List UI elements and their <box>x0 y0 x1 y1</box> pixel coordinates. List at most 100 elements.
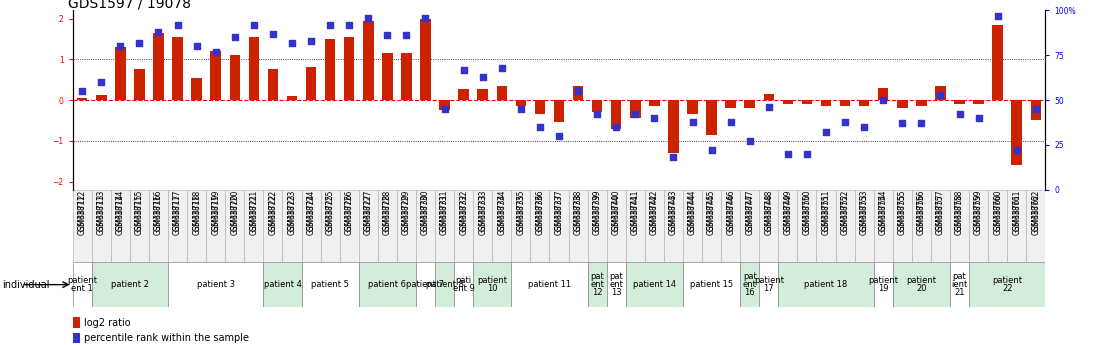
Point <box>741 139 759 144</box>
Bar <box>73 262 92 307</box>
Bar <box>1012 100 1022 165</box>
Bar <box>229 55 240 100</box>
Point <box>226 34 244 40</box>
Bar <box>588 190 607 262</box>
Bar <box>168 262 264 307</box>
Point <box>245 22 263 28</box>
Text: patient 8: patient 8 <box>426 280 464 289</box>
Text: GSM38716: GSM38716 <box>154 190 163 231</box>
Text: GSM38728: GSM38728 <box>382 194 391 235</box>
Point <box>264 31 282 37</box>
Bar <box>187 190 206 262</box>
Bar <box>401 53 411 100</box>
Text: patient 4: patient 4 <box>264 280 302 289</box>
Text: patient 18: patient 18 <box>804 280 847 289</box>
Text: patient 3: patient 3 <box>197 280 235 289</box>
Text: GSM38758: GSM38758 <box>955 194 964 235</box>
Point <box>398 33 416 38</box>
Bar <box>740 262 759 307</box>
Bar <box>893 190 912 262</box>
Point <box>664 155 682 160</box>
Text: GSM38757: GSM38757 <box>936 190 945 231</box>
Point <box>874 97 892 103</box>
Bar <box>340 190 359 262</box>
Bar <box>454 262 473 307</box>
Bar <box>210 51 221 100</box>
Point <box>74 88 92 94</box>
Text: GSM38745: GSM38745 <box>707 194 716 235</box>
Text: GSM38759: GSM38759 <box>974 190 983 231</box>
Bar <box>153 33 163 100</box>
Bar <box>363 21 373 100</box>
Text: GSM38722: GSM38722 <box>268 194 277 235</box>
Bar <box>92 190 111 262</box>
Text: GSM38739: GSM38739 <box>593 194 601 235</box>
Point <box>760 105 778 110</box>
Point <box>931 92 949 97</box>
Point <box>493 65 511 70</box>
Text: GSM38730: GSM38730 <box>421 190 430 231</box>
Bar <box>191 78 202 100</box>
Bar <box>764 94 774 100</box>
Bar <box>225 190 245 262</box>
Text: GSM38756: GSM38756 <box>917 190 926 231</box>
Bar <box>669 100 679 153</box>
Point <box>150 29 168 34</box>
Text: GSM38723: GSM38723 <box>287 194 296 235</box>
Text: GSM38741: GSM38741 <box>631 190 639 231</box>
Text: GSM38741: GSM38741 <box>631 194 639 235</box>
Bar <box>439 100 449 110</box>
Bar <box>515 100 527 106</box>
Bar <box>759 262 778 307</box>
Point <box>912 121 930 126</box>
Bar <box>893 262 950 307</box>
Text: GSM38717: GSM38717 <box>173 190 182 231</box>
Bar <box>549 190 569 262</box>
Text: GSM38724: GSM38724 <box>306 190 315 231</box>
Text: GSM38750: GSM38750 <box>803 190 812 231</box>
Point <box>1026 106 1044 112</box>
Bar <box>321 190 340 262</box>
Text: GSM38755: GSM38755 <box>898 194 907 235</box>
Text: GSM38747: GSM38747 <box>746 190 755 231</box>
Bar <box>859 100 870 106</box>
Text: patient
20: patient 20 <box>907 276 937 293</box>
Text: GSM38758: GSM38758 <box>955 190 964 231</box>
Text: GSM38744: GSM38744 <box>688 194 697 235</box>
Bar <box>802 100 812 104</box>
Bar <box>740 190 759 262</box>
Text: GSM38712: GSM38712 <box>78 194 87 235</box>
Text: GSM38725: GSM38725 <box>325 190 334 231</box>
Text: GSM38721: GSM38721 <box>249 194 258 235</box>
Bar <box>745 100 755 108</box>
Bar <box>1031 100 1041 120</box>
Text: GSM38715: GSM38715 <box>135 190 144 231</box>
Bar <box>115 47 125 100</box>
Point <box>626 112 644 117</box>
Text: patient 6: patient 6 <box>368 280 406 289</box>
Point <box>359 15 377 20</box>
Text: GSM38762: GSM38762 <box>1031 190 1040 231</box>
Text: GSM38720: GSM38720 <box>230 194 239 235</box>
Text: individual: individual <box>2 280 49 289</box>
Bar <box>1007 190 1026 262</box>
Point <box>798 151 816 157</box>
Text: GSM38718: GSM38718 <box>192 190 201 231</box>
Bar <box>264 262 302 307</box>
Text: GSM38761: GSM38761 <box>1012 190 1021 231</box>
Bar <box>591 100 603 112</box>
Text: GSM38760: GSM38760 <box>993 190 1002 231</box>
Bar <box>969 190 988 262</box>
Bar <box>359 190 378 262</box>
Text: GSM38750: GSM38750 <box>803 194 812 235</box>
Text: patient
19: patient 19 <box>869 276 898 293</box>
Text: GSM38719: GSM38719 <box>211 194 220 235</box>
Text: GSM38737: GSM38737 <box>555 194 563 235</box>
Bar <box>835 190 854 262</box>
Text: GSM38757: GSM38757 <box>936 194 945 235</box>
Bar <box>955 100 965 104</box>
Text: GSM38761: GSM38761 <box>1012 194 1021 235</box>
Text: patient 15: patient 15 <box>690 280 733 289</box>
Bar <box>607 190 626 262</box>
Text: GSM38723: GSM38723 <box>287 190 296 231</box>
